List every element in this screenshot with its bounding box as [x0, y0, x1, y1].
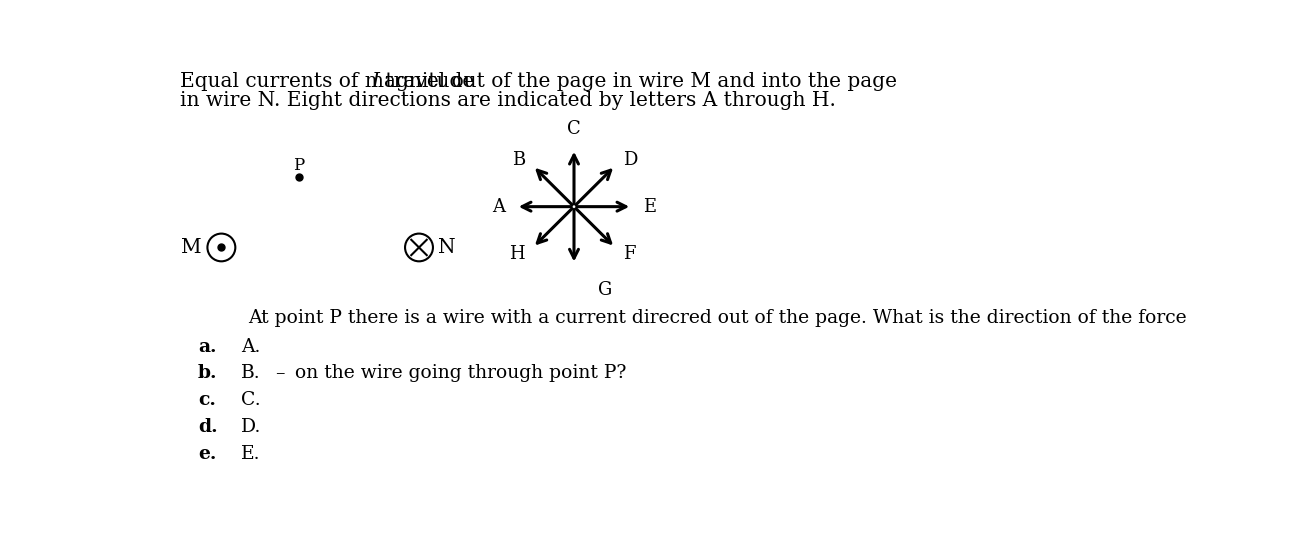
Text: e.: e. — [199, 445, 217, 463]
Text: I: I — [372, 72, 380, 91]
Text: H: H — [509, 244, 525, 263]
Text: M: M — [180, 238, 201, 257]
Text: P: P — [294, 157, 304, 173]
Text: F: F — [623, 244, 635, 263]
Text: a.: a. — [199, 338, 217, 356]
Text: C: C — [567, 120, 581, 138]
Text: N: N — [438, 238, 456, 257]
Text: Equal currents of magnitude: Equal currents of magnitude — [180, 72, 481, 91]
Text: B.: B. — [240, 364, 260, 383]
Text: D: D — [623, 151, 637, 169]
Text: C.: C. — [240, 392, 260, 409]
Text: travel out of the page in wire M and into the page: travel out of the page in wire M and int… — [380, 72, 897, 91]
Text: c.: c. — [199, 392, 215, 409]
Text: A.: A. — [240, 338, 260, 356]
Text: B: B — [512, 151, 525, 169]
Text: E: E — [643, 197, 656, 216]
Text: E.: E. — [240, 445, 260, 463]
Text: on the wire going through point P?: on the wire going through point P? — [295, 364, 627, 383]
Text: G: G — [598, 281, 613, 300]
Text: A: A — [492, 197, 505, 216]
Text: D.: D. — [240, 418, 261, 437]
Text: At point P there is a wire with a current direcred out of the page. What is the : At point P there is a wire with a curren… — [248, 309, 1187, 327]
Text: d.: d. — [199, 418, 218, 437]
Text: –: – — [276, 364, 285, 383]
Text: in wire N. Eight directions are indicated by letters A through H.: in wire N. Eight directions are indicate… — [180, 91, 836, 110]
Text: b.: b. — [199, 364, 218, 383]
